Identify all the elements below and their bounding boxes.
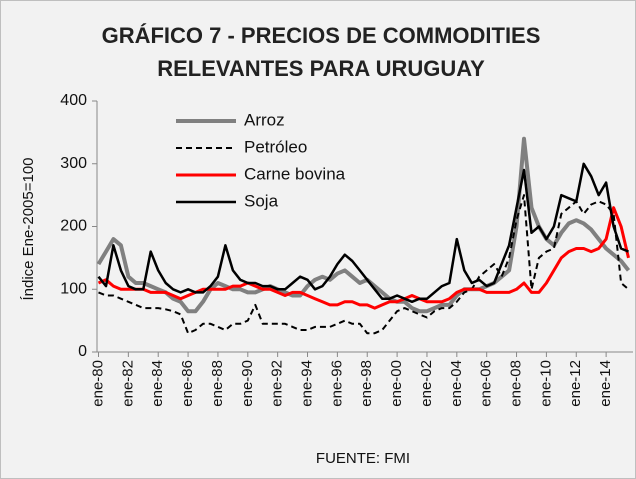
- x-tick-label: ene-98: [358, 360, 375, 407]
- legend-label: Petróleo: [244, 137, 307, 156]
- y-tick-label: 400: [60, 92, 87, 109]
- x-tick-label: ene-06: [478, 360, 495, 407]
- x-tick-label: ene-96: [328, 360, 345, 407]
- source: FUENTE: FMI: [316, 450, 410, 467]
- series-line: [96, 136, 631, 314]
- y-tick-label: 300: [60, 155, 87, 172]
- y-axis-label: Índice Ene-2005=100: [20, 157, 37, 300]
- x-tick-label: ene-00: [388, 360, 405, 407]
- x-tick-label: ene-80: [89, 360, 106, 407]
- y-tick-label: 200: [60, 218, 87, 235]
- x-tick-label: ene-82: [119, 360, 136, 407]
- x-tick-label: ene-12: [567, 360, 584, 407]
- x-tick-label: ene-92: [269, 360, 286, 407]
- x-tick-label: ene-84: [149, 360, 166, 407]
- y-tick-label: 100: [60, 280, 87, 297]
- y-tick-label: 0: [78, 343, 87, 360]
- x-tick-label: ene-08: [508, 360, 525, 407]
- series-line: [97, 206, 630, 310]
- x-tick-label: ene-90: [239, 360, 256, 407]
- legend-label: Carne bovina: [244, 164, 346, 183]
- series-line: [98, 194, 630, 335]
- x-tick-label: ene-94: [298, 360, 315, 407]
- chart-title: GRÁFICO 7 - PRECIOS DE COMMODITIES RELEV…: [101, 23, 541, 81]
- x-tick-label: ene-86: [179, 360, 196, 407]
- legend-label: Arroz: [244, 110, 285, 129]
- x-tick-label: ene-02: [418, 360, 435, 407]
- x-tick-label: ene-04: [448, 360, 465, 407]
- series-line: [97, 162, 629, 304]
- legend-label: Soja: [244, 191, 279, 210]
- x-tick-label: ene-14: [597, 360, 614, 407]
- x-tick-label: ene-88: [209, 360, 226, 407]
- x-tick-label: ene-10: [537, 360, 554, 407]
